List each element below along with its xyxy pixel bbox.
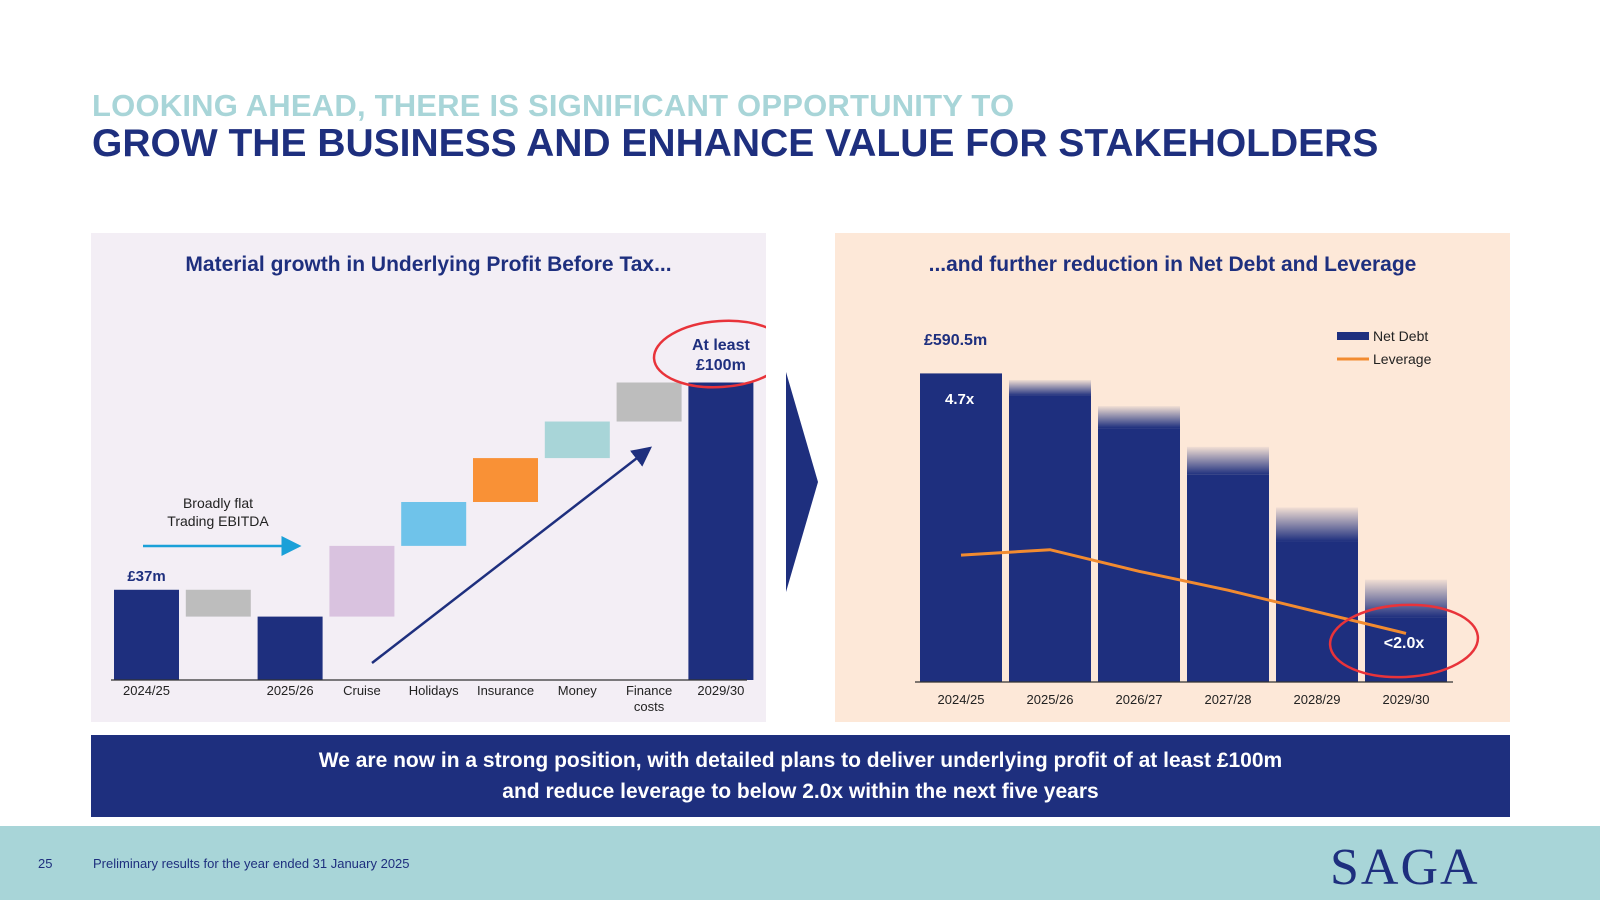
x-tick-label: 2025/26	[267, 683, 314, 698]
net-debt-bar-2	[1098, 428, 1180, 682]
footer: 25 Preliminary results for the year ende…	[0, 826, 1600, 900]
debt-chart-panel: ...and further reduction in Net Debt and…	[835, 233, 1510, 722]
x-tick-label: 2025/26	[1027, 692, 1074, 707]
x-tick-label: 2028/29	[1294, 692, 1341, 707]
data-label-last: At least	[692, 337, 750, 354]
leverage-line	[960, 548, 1407, 635]
data-label-net-debt: £590.5m	[924, 332, 987, 349]
x-tick-label: 2029/30	[1383, 692, 1430, 707]
waterfall-bar-3	[329, 545, 395, 617]
waterfall-bar-5	[473, 458, 538, 502]
waterfall-bar-4	[401, 501, 467, 546]
legend-label-net-debt: Net Debt	[1373, 328, 1428, 344]
net-debt-bar-1	[1009, 395, 1091, 682]
waterfall-bar-1	[185, 589, 251, 617]
net-debt-bar-fade-2	[1098, 406, 1180, 429]
x-tick-label: 2024/25	[938, 692, 985, 707]
conclusion-banner: We are now in a strong position, with de…	[91, 735, 1510, 817]
saga-logo: SAGA	[1330, 839, 1480, 896]
x-tick-label: Cruise	[343, 683, 381, 698]
net-debt-bar-5	[1365, 617, 1447, 682]
x-tick-label: Finance	[626, 683, 672, 698]
x-tick-label: 2026/27	[1116, 692, 1163, 707]
x-tick-label: Money	[558, 683, 598, 698]
footer-caption: Preliminary results for the year ended 3…	[93, 856, 410, 871]
highlight-circle	[652, 319, 766, 389]
waterfall-bar-6	[544, 421, 610, 459]
waterfall-bar-8	[688, 382, 754, 680]
net-debt-bar-fade-3	[1187, 446, 1269, 475]
x-tick-label: 2027/28	[1205, 692, 1252, 707]
x-tick-label: Holidays	[409, 683, 459, 698]
profit-chart-panel: Material growth in Underlying Profit Bef…	[91, 233, 766, 722]
profit-chart-title: Material growth in Underlying Profit Bef…	[185, 253, 672, 276]
data-label-last: £100m	[696, 357, 746, 374]
x-tick-label: Insurance	[477, 683, 534, 698]
net-debt-bar-fade-1	[1009, 379, 1091, 396]
data-label-leverage-last: <2.0x	[1384, 635, 1425, 652]
annotation-text: Trading EBITDA	[167, 513, 269, 529]
highlight-circle	[1328, 603, 1480, 679]
waterfall-bar-0	[114, 589, 179, 680]
banner-line-2: and reduce leverage to below 2.0x within…	[502, 780, 1099, 803]
data-label-leverage-first: 4.7x	[945, 391, 975, 408]
page-number: 25	[38, 856, 53, 871]
net-debt-leverage-chart: 2024/25 2025/26 2026/27 2027/28 2028/29 2029/…	[915, 328, 1480, 707]
annotation-text: Broadly flat	[183, 495, 253, 511]
title-line-1: LOOKING AHEAD, THERE IS SIGNIFICANT OPPO…	[92, 88, 1015, 123]
waterfall-bar-7	[616, 382, 682, 422]
debt-chart-title: ...and further reduction in Net Debt and…	[928, 253, 1417, 276]
x-tick-label: 2029/30	[697, 683, 744, 698]
legend-swatch-net-debt	[1337, 332, 1369, 340]
net-debt-bar-3	[1187, 474, 1269, 682]
chevron-right-icon	[786, 372, 818, 592]
title-line-2: GROW THE BUSINESS AND ENHANCE VALUE FOR …	[92, 122, 1379, 165]
net-debt-bar-0	[920, 373, 1002, 682]
growth-arrow	[371, 446, 652, 664]
x-tick-label: 2024/25	[123, 683, 170, 698]
waterfall-bar-2	[257, 616, 323, 680]
net-debt-bar-fade-5	[1365, 579, 1447, 618]
banner-line-1: We are now in a strong position, with de…	[318, 749, 1283, 772]
legend-label-leverage: Leverage	[1373, 351, 1432, 367]
data-label-first: £37m	[127, 568, 165, 585]
net-debt-bar-fade-4	[1276, 507, 1358, 542]
profit-waterfall-chart: 2024/25 2025/26 Cruise Holidays Insurance Mon…	[111, 319, 766, 714]
x-tick-label: costs	[634, 699, 665, 714]
